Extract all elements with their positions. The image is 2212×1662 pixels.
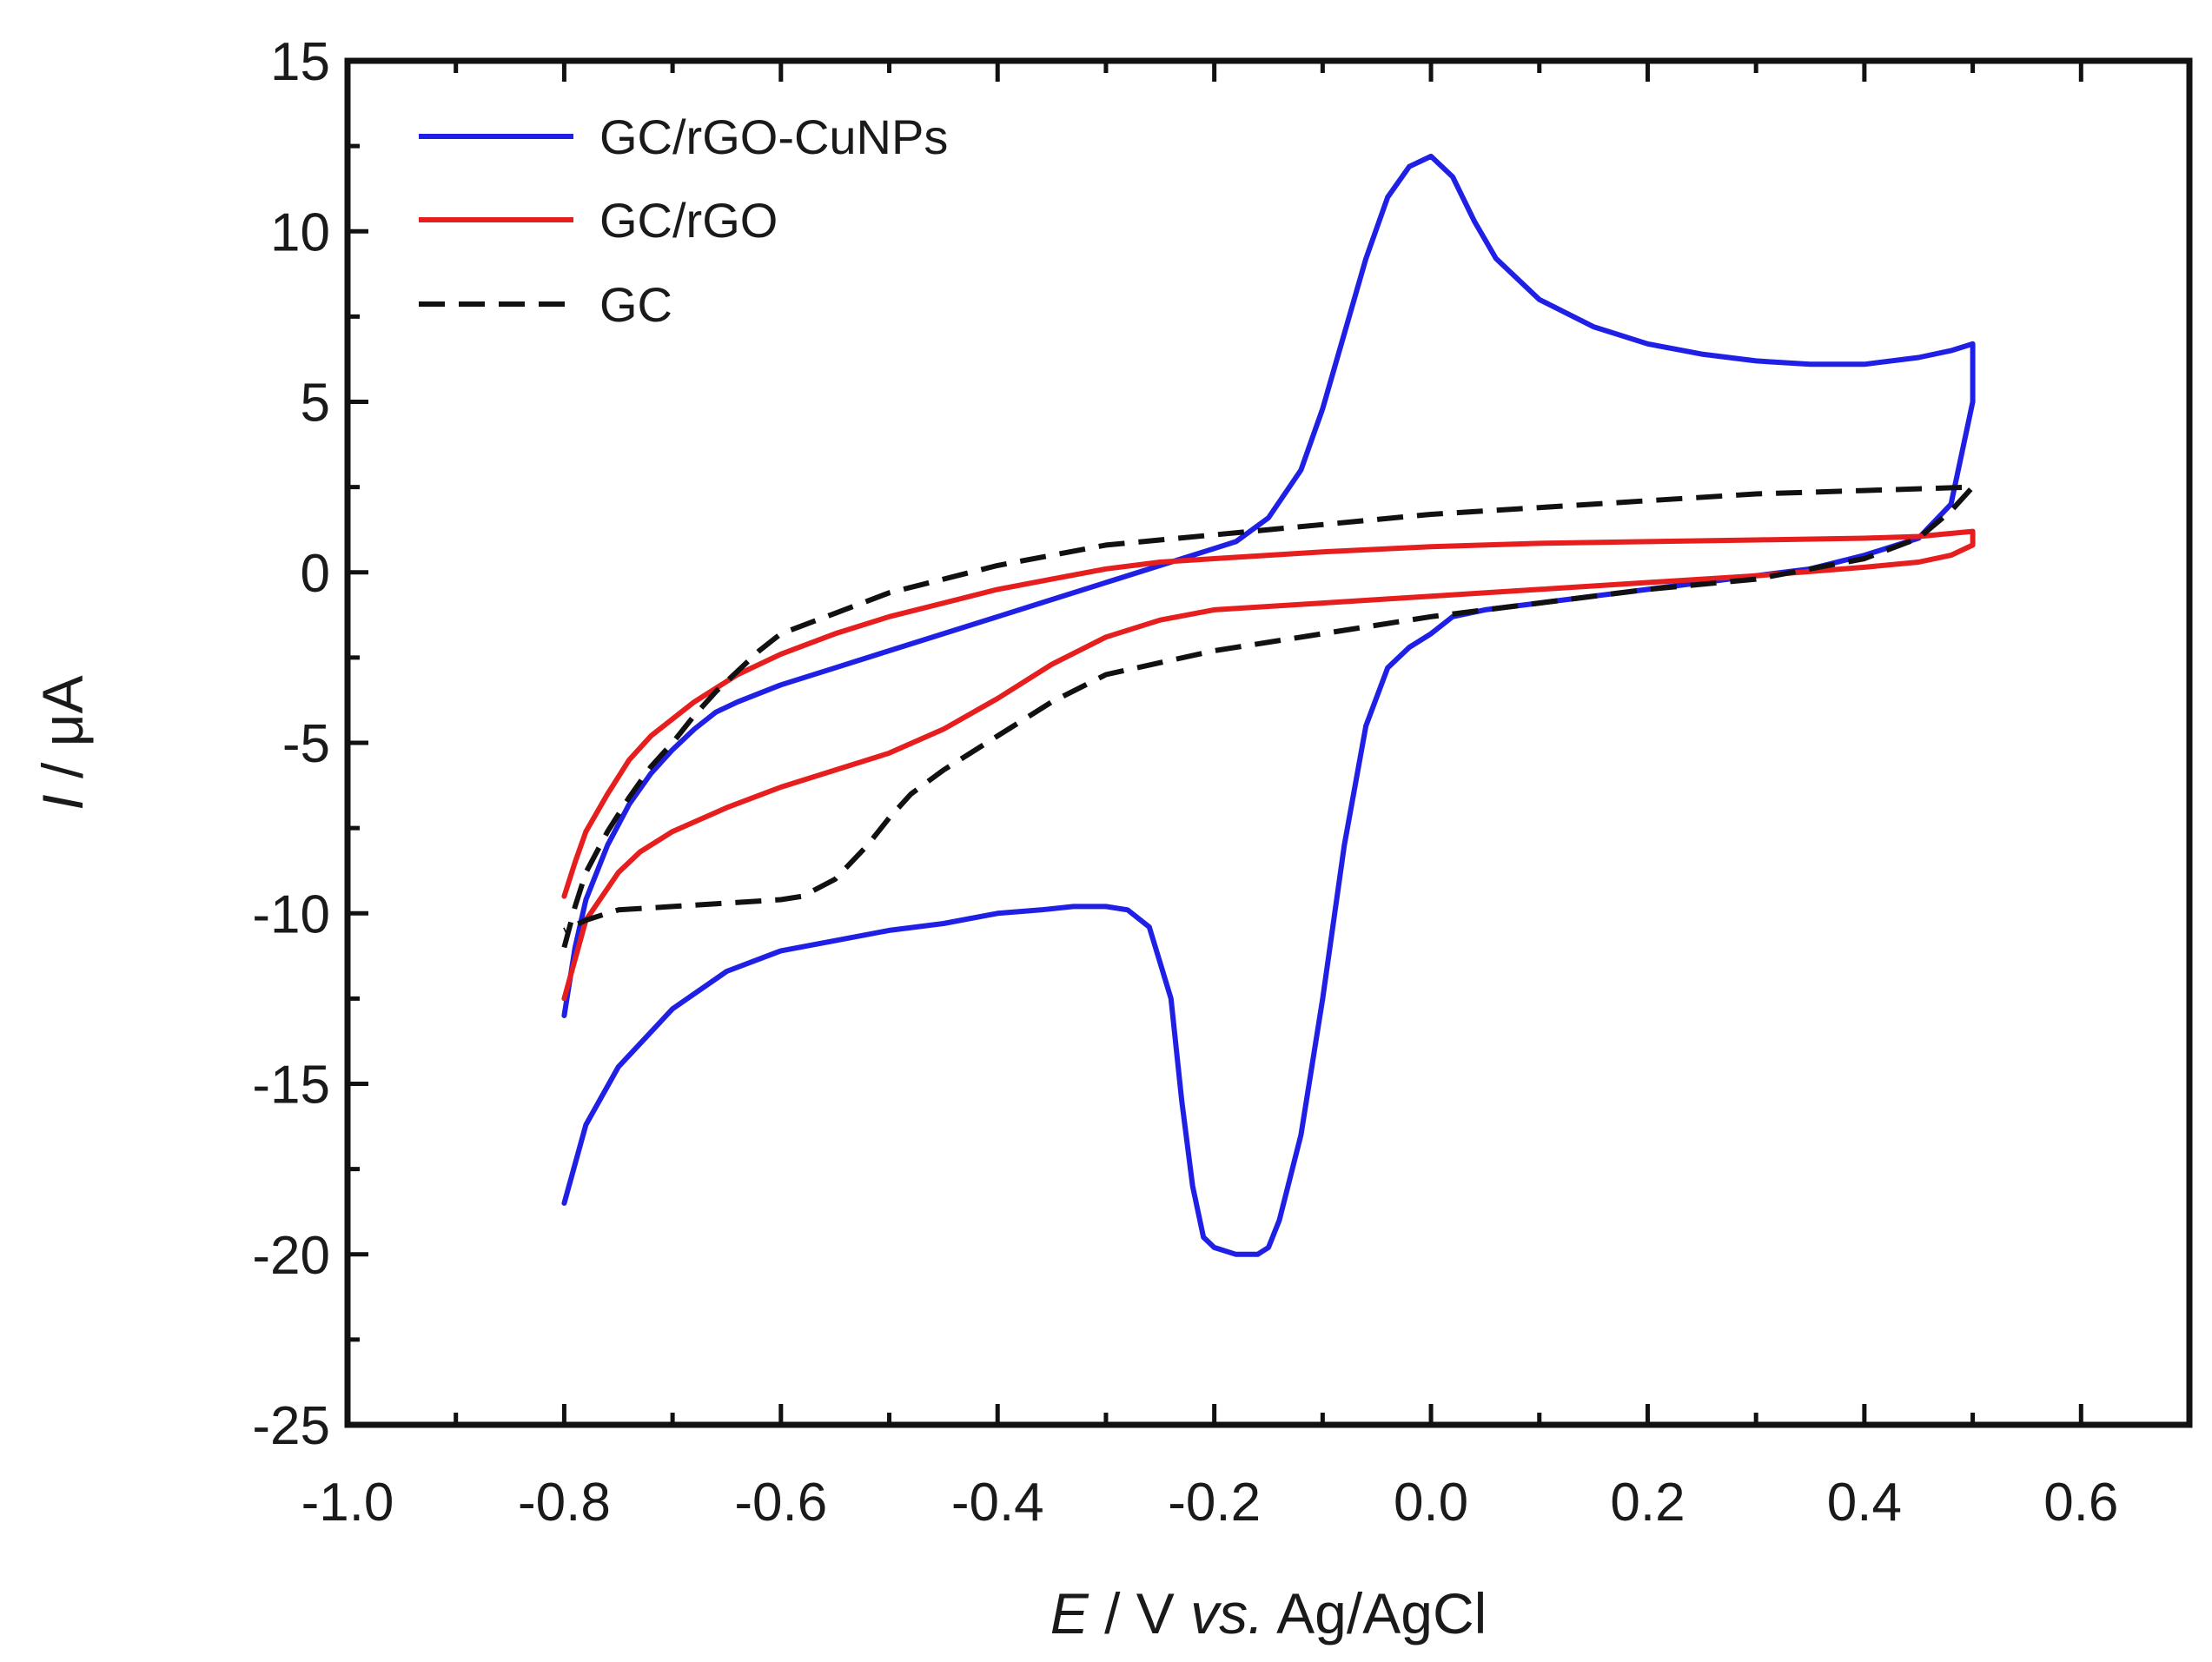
y-tick-label: -5 bbox=[282, 714, 330, 774]
y-tick-label: -20 bbox=[252, 1226, 330, 1286]
x-tick-label: -1.0 bbox=[301, 1473, 394, 1533]
series-line-gc-rgo-cunps bbox=[561, 153, 1976, 1257]
series-line-gc-rgo bbox=[561, 528, 1976, 1002]
series-layer bbox=[561, 153, 1976, 1257]
legend-label-gc-rgo-cunps: GC/rGO-CuNPs bbox=[599, 109, 948, 164]
axis-tick-labels: -1.0 -0.8 -0.6 -0.4 -0.2 0.0 0.2 0.4 0.6 -25 -20 -1… bbox=[252, 32, 2118, 1533]
legend-label-gc: GC bbox=[599, 277, 672, 332]
x-tick-label: 0.4 bbox=[1827, 1473, 1902, 1533]
series-line-gc bbox=[561, 484, 1976, 949]
x-tick-label: 0.0 bbox=[1394, 1473, 1468, 1533]
y-tick-label: 15 bbox=[270, 32, 330, 92]
legend-label-gc-rgo: GC/rGO bbox=[599, 193, 778, 248]
x-axis-title: E / V vs. Ag/AgCl bbox=[1050, 1581, 1487, 1645]
x-tick-label: -0.4 bbox=[951, 1473, 1044, 1533]
y-tick-label: 10 bbox=[270, 202, 330, 262]
x-tick-label: -0.6 bbox=[734, 1473, 827, 1533]
y-tick-label: -10 bbox=[252, 884, 330, 944]
legend: GC/rGO-CuNPs GC/rGO GC bbox=[419, 109, 948, 332]
plot-frame bbox=[344, 57, 2193, 1428]
y-tick-label: 5 bbox=[301, 374, 330, 434]
x-tick-label: 0.6 bbox=[2043, 1473, 2118, 1533]
x-tick-label: 0.2 bbox=[1610, 1473, 1685, 1533]
y-tick-label: -25 bbox=[252, 1396, 330, 1456]
y-axis-title: I / μA bbox=[30, 675, 95, 810]
x-tick-label: -0.8 bbox=[518, 1473, 611, 1533]
y-tick-label: -15 bbox=[252, 1056, 330, 1116]
x-tick-label: -0.2 bbox=[1168, 1473, 1261, 1533]
axis-ticks bbox=[345, 58, 2083, 1427]
y-tick-label: 0 bbox=[301, 544, 330, 604]
